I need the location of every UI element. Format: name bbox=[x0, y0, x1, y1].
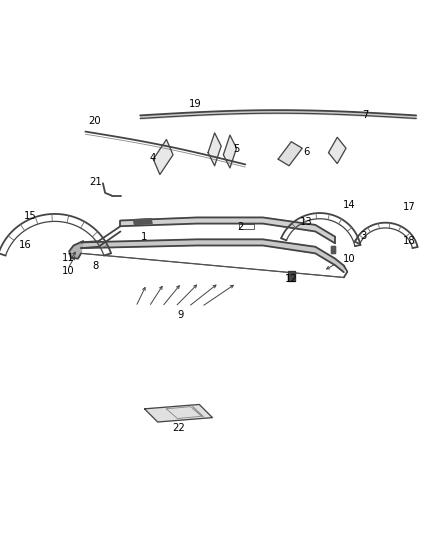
Polygon shape bbox=[69, 241, 83, 259]
Polygon shape bbox=[145, 405, 212, 422]
Polygon shape bbox=[288, 271, 295, 280]
Text: 2: 2 bbox=[237, 222, 243, 232]
Text: 10: 10 bbox=[343, 254, 356, 264]
Text: 1: 1 bbox=[141, 232, 148, 242]
Text: 16: 16 bbox=[19, 240, 32, 251]
Text: 8: 8 bbox=[92, 261, 99, 271]
Polygon shape bbox=[223, 135, 237, 168]
Text: 22: 22 bbox=[172, 423, 185, 433]
Text: 5: 5 bbox=[233, 144, 240, 154]
Text: 20: 20 bbox=[88, 116, 100, 126]
Text: 6: 6 bbox=[304, 147, 310, 157]
Polygon shape bbox=[120, 217, 335, 243]
Text: 14: 14 bbox=[343, 200, 356, 210]
Text: 12: 12 bbox=[285, 274, 298, 284]
Polygon shape bbox=[208, 133, 221, 166]
Polygon shape bbox=[328, 138, 346, 164]
Polygon shape bbox=[81, 239, 344, 272]
Text: 7: 7 bbox=[363, 110, 369, 120]
Text: 18: 18 bbox=[403, 236, 416, 246]
Polygon shape bbox=[331, 246, 335, 253]
Text: 4: 4 bbox=[149, 153, 155, 163]
Text: 9: 9 bbox=[177, 310, 184, 320]
Text: 11: 11 bbox=[61, 253, 74, 263]
Polygon shape bbox=[134, 219, 152, 224]
Text: 21: 21 bbox=[89, 177, 102, 188]
Text: 13: 13 bbox=[300, 217, 313, 227]
Text: 3: 3 bbox=[360, 231, 367, 241]
Polygon shape bbox=[153, 140, 173, 174]
Polygon shape bbox=[278, 142, 302, 166]
Text: 10: 10 bbox=[62, 266, 74, 276]
Text: 15: 15 bbox=[23, 211, 36, 221]
Text: 19: 19 bbox=[188, 100, 201, 109]
Text: 17: 17 bbox=[403, 203, 416, 212]
